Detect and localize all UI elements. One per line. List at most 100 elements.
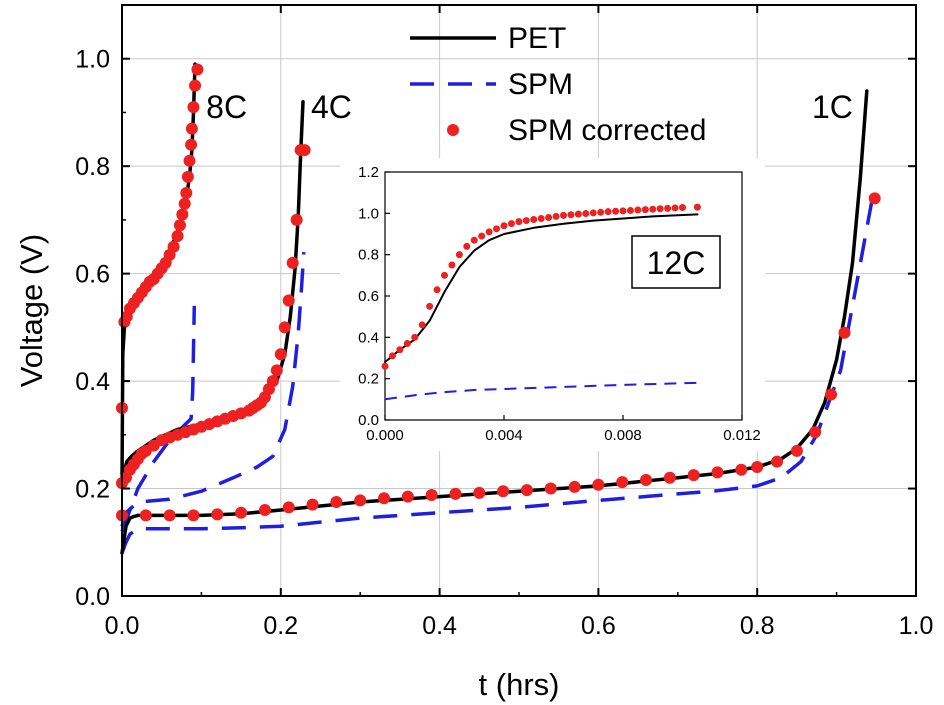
legend-label: SPM corrected — [508, 114, 706, 147]
spm-corrected-8C-point — [181, 170, 194, 183]
spm-corrected-1C-point — [640, 473, 653, 486]
spm-corrected-inset-point — [403, 340, 411, 348]
spm-corrected-inset-point — [679, 204, 686, 212]
legend: PET SPM SPM corrected — [410, 22, 706, 147]
spm-corrected-inset-point — [396, 346, 404, 354]
spm-corrected-8C-point — [176, 208, 189, 221]
spm-corrected-1C-point — [838, 326, 851, 339]
spm-corrected-8C-point — [173, 219, 186, 232]
spm-corrected-1C-point — [425, 488, 438, 501]
inset-chart: 0.000 0.004 0.008 0.012 0.0 0.2 0.4 0.6 0.8 1.0 1.… — [340, 158, 765, 451]
spm-corrected-1C-point — [825, 388, 838, 401]
spm-corrected-inset-point — [612, 207, 620, 215]
spm-corrected-1C-point — [663, 471, 676, 484]
spm-corrected-inset-point — [604, 208, 612, 216]
spm-corrected-inset-point — [537, 215, 545, 222]
spm-corrected-8C-point — [178, 197, 191, 210]
inset-x-tick-label: 0.008 — [604, 427, 642, 444]
x-tick-label: 1.0 — [899, 612, 934, 640]
y-tick-label: 0.0 — [75, 583, 110, 611]
spm-corrected-inset-point — [485, 228, 493, 236]
spm-corrected-inset-point — [693, 203, 701, 211]
spm-corrected-1C-point — [163, 509, 176, 522]
spm-corrected-8C-point — [185, 122, 198, 135]
spm-corrected-inset-point — [522, 217, 530, 225]
inset-y-tick-label: 0.0 — [358, 412, 379, 429]
spm-corrected-1C-point — [809, 426, 822, 439]
spm-corrected-8C-point — [185, 138, 198, 151]
y-tick-label: 1.0 — [75, 46, 110, 74]
spm-corrected-1C-point — [473, 486, 486, 499]
y-tick-label: 0.8 — [75, 153, 110, 181]
y-axis-title: Voltage (V) — [14, 234, 49, 387]
spm-corrected-inset-point — [664, 204, 672, 212]
spm-corrected-inset-point — [493, 225, 501, 233]
spm-corrected-inset-point — [545, 213, 553, 221]
spm-corrected-inset-point — [433, 286, 441, 294]
inset-y-tick-label: 1.2 — [358, 164, 379, 181]
spm-corrected-1C-point — [187, 509, 200, 522]
legend-label: SPM — [508, 68, 573, 101]
spm-corrected-8C-point — [180, 187, 193, 200]
spm-inset-line — [384, 381, 698, 401]
x-tick-label: 0.8 — [740, 612, 775, 640]
spm-corrected-inset-point — [478, 232, 486, 240]
spm-corrected-1C-point — [401, 490, 414, 503]
spm-corrected-1C-point — [497, 485, 510, 498]
spm-corrected-inset-point — [626, 206, 634, 214]
spm-corrected-inset-point — [560, 211, 567, 219]
inset-y-tick-label: 0.2 — [358, 371, 379, 388]
spm-corrected-4C-point — [270, 364, 283, 377]
spm-corrected-8C-point — [171, 230, 184, 243]
spm-corrected-inset-point — [656, 205, 664, 213]
spm-corrected-inset-point — [500, 222, 508, 230]
spm-corrected-1C-point — [282, 501, 295, 514]
spm-corrected-inset-point — [507, 220, 515, 228]
spm-corrected-1C-point — [235, 506, 248, 519]
spm-corrected-1C-point — [735, 463, 748, 476]
spm-corrected-4C-point — [266, 375, 279, 388]
main-series-layer — [116, 62, 881, 555]
spm-corrected-inset-point — [649, 205, 657, 213]
spm-corrected-1C-point — [771, 455, 784, 468]
spm-corrected-1C-point — [868, 192, 881, 205]
spm-corrected-4C-point — [298, 144, 311, 157]
spm-corrected-1C-point — [592, 478, 605, 491]
spm-corrected-inset-point — [619, 207, 627, 215]
spm-corrected-inset-point — [552, 212, 560, 220]
spm-1C-line — [120, 198, 875, 554]
spm-corrected-8C-point — [189, 79, 202, 92]
spm-corrected-inset-point — [515, 218, 523, 226]
legend-label: PET — [508, 22, 566, 55]
spm-corrected-8C-point — [191, 63, 204, 76]
spm-corrected-inset-point — [671, 204, 679, 212]
spm-corrected-inset-point — [463, 242, 471, 250]
inset-y-tick-label: 0.6 — [358, 288, 379, 305]
spm-corrected-1C-point — [544, 482, 557, 495]
spm-corrected-1C-point — [687, 469, 700, 482]
spm-corrected-1C-point — [751, 461, 764, 474]
spm-8C-line — [120, 305, 197, 533]
spm-corrected-inset-point — [441, 271, 448, 279]
spm-corrected-1C-point — [449, 487, 462, 500]
rate-label-8c: 8C — [206, 89, 247, 125]
spm-corrected-inset-point — [388, 352, 396, 360]
spm-corrected-inset-point — [567, 211, 575, 219]
x-tick-label: 0.6 — [581, 612, 616, 640]
inset-y-tick-label: 0.8 — [358, 247, 379, 264]
spm-corrected-1C-point — [378, 492, 391, 505]
y-tick-label: 0.6 — [75, 261, 110, 289]
inset-y-tick-label: 1.0 — [358, 205, 379, 222]
spm-corrected-inset-point — [426, 302, 434, 310]
spm-corrected-inset-point — [418, 321, 426, 329]
spm-corrected-inset-point — [634, 206, 642, 214]
spm-corrected-1C-point — [258, 504, 271, 517]
spm-corrected-8C-point — [167, 240, 180, 253]
spm-corrected-1C-point — [790, 444, 803, 457]
inset-x-tick-label: 0.012 — [723, 427, 761, 444]
spm-corrected-4C-point — [290, 213, 303, 226]
x-tick-label: 0.2 — [263, 612, 298, 640]
inset-background — [340, 158, 765, 451]
spm-corrected-8C-point — [187, 101, 200, 114]
spm-corrected-4C-point — [278, 321, 291, 334]
